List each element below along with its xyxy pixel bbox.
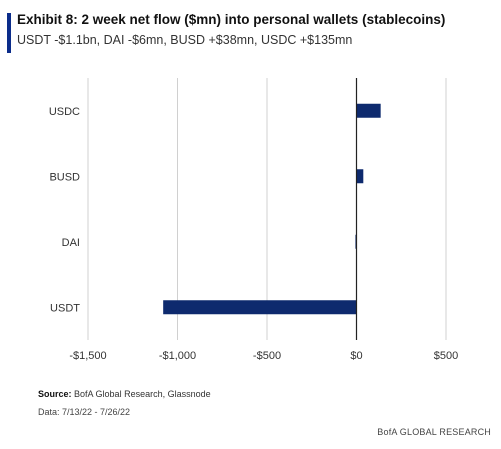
date-note: Data: 7/13/22 - 7/26/22 [38, 407, 131, 417]
brand-label: BofA GLOBAL RESEARCH [377, 427, 491, 437]
x-tick-label: -$1,500 [69, 350, 106, 362]
y-tick-label: USDC [49, 106, 80, 118]
source-note: Source: BofA Global Research, Glassnode [38, 389, 211, 399]
chart-title: Exhibit 8: 2 week net flow ($mn) into pe… [17, 12, 446, 27]
x-tick-label: -$1,000 [159, 350, 196, 362]
chart-subtitle: USDT -$1.1bn, DAI -$6mn, BUSD +$38mn, US… [17, 33, 353, 47]
y-tick-label: BUSD [49, 171, 80, 183]
x-tick-label: $0 [350, 350, 362, 362]
title-accent-bar [7, 13, 11, 53]
x-tick-label: $500 [434, 350, 458, 362]
bar-usdc [356, 103, 381, 118]
bar-busd [356, 169, 364, 184]
y-tick-label: DAI [62, 237, 80, 249]
source-label: Source: [38, 389, 72, 399]
source-text: BofA Global Research, Glassnode [74, 389, 211, 399]
x-tick-label: -$500 [253, 350, 281, 362]
bar-usdt [163, 300, 357, 315]
y-tick-label: USDT [50, 302, 80, 314]
